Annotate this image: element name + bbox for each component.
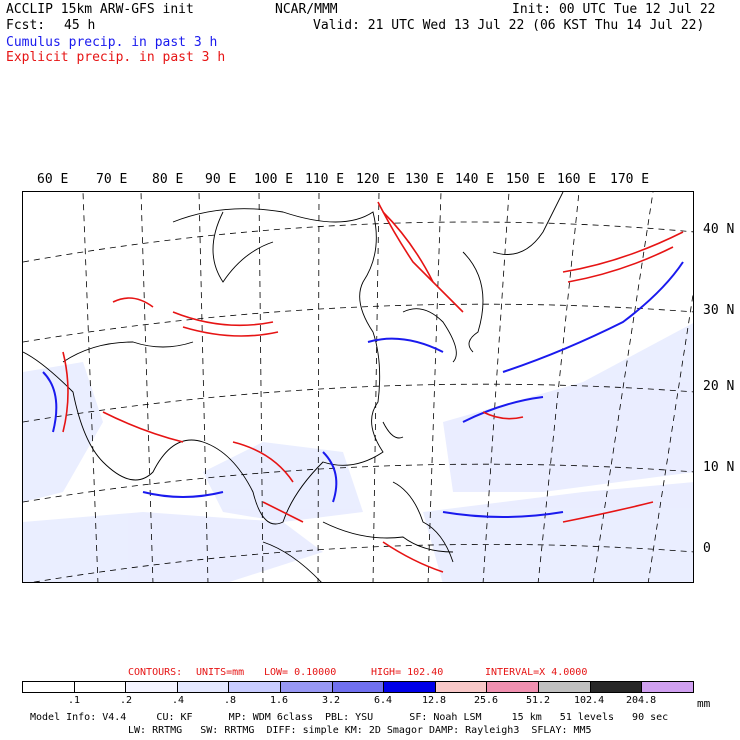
colorbar-swatch — [229, 682, 282, 692]
lat-label: 40 N — [703, 222, 735, 237]
cumulus-legend: Cumulus precip. in past 3 h — [6, 35, 218, 50]
colorbar-label: 25.6 — [474, 695, 499, 706]
colorbar-label: 3.2 — [322, 695, 341, 706]
colorbar-swatch — [23, 682, 75, 692]
valid-time: Valid: 21 UTC Wed 13 Jul 22 (06 KST Thu … — [313, 18, 705, 33]
colorbar-swatch — [384, 682, 436, 692]
lon-label: 150 E — [506, 172, 546, 187]
colorbar-swatch — [281, 682, 333, 692]
colorbar-label: .1 — [68, 695, 81, 706]
contours-units: UNITS=mm — [196, 667, 245, 678]
lon-label: 60 E — [37, 172, 69, 187]
forecast-hour: 45 h — [64, 18, 96, 33]
lat-label: 30 N — [703, 303, 735, 318]
explicit-precip — [62, 201, 684, 573]
colorbar — [22, 681, 694, 693]
lon-label: 80 E — [152, 172, 184, 187]
lon-label: 120 E — [356, 172, 396, 187]
graticule — [23, 192, 693, 582]
lon-label: 140 E — [455, 172, 495, 187]
coastlines — [23, 192, 564, 582]
colorbar-swatch — [539, 682, 591, 692]
lon-label: 100 E — [254, 172, 294, 187]
colorbar-swatch — [435, 682, 488, 692]
colorbar-label: 1.6 — [270, 695, 289, 706]
model-physics: LW: RRTMG SW: RRTMG DIFF: simple KM: 2D … — [128, 725, 592, 736]
colorbar-label: 204.8 — [626, 695, 657, 706]
colorbar-label: 102.4 — [574, 695, 605, 706]
model-info: Model Info: V4.4 CU: KF MP: WDM 6class P… — [30, 712, 669, 723]
lon-label: 90 E — [205, 172, 237, 187]
forecast-label: Fcst: — [6, 18, 46, 33]
colorbar-swatch — [332, 682, 385, 692]
colorbar-swatch — [487, 682, 540, 692]
colorbar-swatch — [74, 682, 127, 692]
contours-interval: INTERVAL=X 4.0000 — [485, 667, 588, 678]
contours-low: LOW= 0.10000 — [264, 667, 337, 678]
contours-high: HIGH= 102.40 — [371, 667, 444, 678]
contours-label: CONTOURS: — [128, 667, 183, 678]
lat-label: 0 — [703, 541, 711, 556]
center-title: NCAR/MMM — [275, 2, 338, 17]
lon-label: 70 E — [96, 172, 128, 187]
model-title: ACCLIP 15km ARW-GFS init — [6, 2, 194, 17]
lat-label: 10 N — [703, 460, 735, 475]
colorbar-swatch — [126, 682, 178, 692]
colorbar-label: 6.4 — [374, 695, 393, 706]
colorbar-label: .4 — [172, 695, 185, 706]
colorbar-swatch — [177, 682, 230, 692]
cumulus-precip — [42, 261, 684, 518]
colorbar-unit: mm — [697, 697, 711, 710]
colorbar-swatch — [642, 682, 693, 692]
lon-label: 130 E — [405, 172, 445, 187]
lon-label: 110 E — [305, 172, 345, 187]
light-precip-field — [23, 323, 693, 582]
init-time: Init: 00 UTC Tue 12 Jul 22 — [512, 2, 716, 17]
precip-map — [22, 191, 694, 583]
lon-label: 170 E — [610, 172, 650, 187]
colorbar-label: 51.2 — [526, 695, 551, 706]
lon-label: 160 E — [557, 172, 597, 187]
colorbar-swatch — [590, 682, 643, 692]
lat-label: 20 N — [703, 379, 735, 394]
colorbar-label: .8 — [224, 695, 237, 706]
explicit-legend: Explicit precip. in past 3 h — [6, 50, 226, 65]
colorbar-label: 12.8 — [422, 695, 447, 706]
map-canvas — [23, 192, 693, 582]
colorbar-label: .2 — [120, 695, 133, 706]
